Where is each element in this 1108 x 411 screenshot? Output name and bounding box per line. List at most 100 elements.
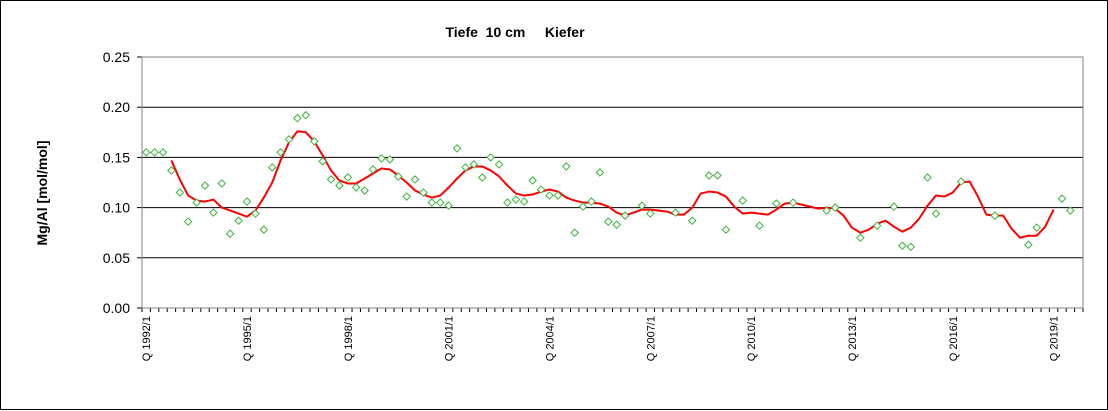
y-axis-ticks: 0.00 0.05 0.10 0.15 0.20 0.25 [103, 49, 143, 316]
data-point [738, 196, 748, 205]
data-point [1057, 194, 1067, 203]
y-tick-label: 0.20 [103, 99, 130, 115]
data-point [267, 163, 277, 172]
data-point [898, 241, 907, 251]
data-point [990, 211, 1000, 220]
data-point [519, 197, 529, 206]
data-point [906, 242, 916, 252]
data-point [368, 165, 378, 174]
y-tick-label: 0.00 [103, 300, 130, 316]
data-point [856, 233, 865, 243]
data-point [293, 113, 302, 123]
data-point [435, 198, 445, 207]
y-axis-label: Mg/Al [mol/mol] [34, 141, 50, 246]
data-point [351, 183, 361, 192]
data-point [461, 163, 470, 172]
data-point [309, 137, 319, 146]
data-point [234, 216, 243, 225]
data-point [830, 203, 840, 212]
data-point [150, 148, 159, 157]
data-point [620, 211, 630, 220]
data-point [503, 198, 512, 207]
y-tick-label: 0.10 [103, 200, 130, 216]
data-point [822, 206, 832, 215]
data-point [545, 191, 554, 200]
data-point [704, 171, 714, 180]
data-point [242, 197, 252, 206]
data-point [183, 217, 193, 226]
y-tick-label: 0.15 [103, 149, 130, 165]
data-point [486, 153, 495, 162]
data-point [402, 192, 411, 201]
x-tick-label: Q 2001/1 [444, 316, 456, 361]
data-point [721, 225, 731, 234]
data-point [931, 209, 941, 218]
data-point [477, 173, 487, 182]
data-point [578, 202, 588, 211]
data-point [385, 155, 395, 164]
plot-area [142, 57, 1083, 308]
data-point [393, 172, 403, 181]
data-point [553, 191, 563, 200]
data-point [872, 221, 882, 230]
data-point [713, 171, 722, 180]
data-point [889, 202, 899, 211]
data-point [259, 225, 269, 234]
data-point [772, 199, 781, 208]
data-point [603, 217, 613, 226]
data-point [217, 179, 227, 188]
data-point [646, 209, 655, 218]
data-series [141, 110, 1075, 252]
data-point [419, 188, 428, 197]
x-tick-label: Q 1992/1 [141, 316, 153, 361]
y-tick-label: 0.05 [103, 250, 130, 266]
data-point [301, 110, 311, 120]
data-point [410, 175, 420, 184]
x-tick-label: Q 2016/1 [948, 316, 960, 361]
data-point [587, 197, 596, 206]
data-point [343, 173, 353, 182]
x-tick-label: Q 2019/1 [1049, 316, 1061, 361]
data-point [452, 144, 462, 153]
data-point [209, 208, 218, 217]
data-point [612, 220, 622, 229]
data-point [1032, 223, 1042, 232]
data-point [377, 154, 386, 163]
data-point [528, 176, 537, 185]
data-point [1024, 240, 1033, 250]
data-point [192, 198, 201, 207]
y-tick-label: 0.25 [103, 49, 130, 65]
data-point [284, 135, 294, 144]
x-axis-ticks: Q 1992/1 Q 1995/1 Q 1998/1 Q 2001/1 Q 2004/1… [141, 307, 1084, 361]
data-point [326, 175, 336, 184]
data-point [251, 209, 260, 218]
data-point [167, 166, 176, 175]
data-point [494, 160, 504, 169]
data-point [511, 195, 521, 204]
x-tick-label: Q 2007/1 [645, 316, 657, 361]
data-point [637, 201, 647, 210]
data-point [570, 228, 579, 238]
plot-border [141, 56, 1084, 309]
x-tick-label: Q 2013/1 [847, 316, 859, 361]
x-tick-label: Q 2004/1 [544, 316, 556, 361]
data-point [200, 181, 210, 190]
data-point [469, 160, 479, 169]
x-tick-label: Q 1998/1 [343, 316, 355, 361]
x-tick-label: Q 2010/1 [746, 316, 758, 361]
data-point [318, 157, 327, 166]
data-point [444, 201, 453, 210]
data-point [536, 185, 546, 194]
chart-title: Tiefe 10 cm Kiefer [445, 24, 585, 40]
data-point [360, 186, 369, 195]
data-point [595, 168, 605, 177]
x-tick-label: Q 1995/1 [242, 316, 254, 361]
data-point [225, 229, 235, 239]
data-point [561, 162, 571, 171]
data-point [923, 173, 932, 182]
data-point [141, 148, 151, 157]
data-point [688, 216, 697, 225]
data-point [755, 221, 764, 230]
data-point [1066, 206, 1075, 215]
